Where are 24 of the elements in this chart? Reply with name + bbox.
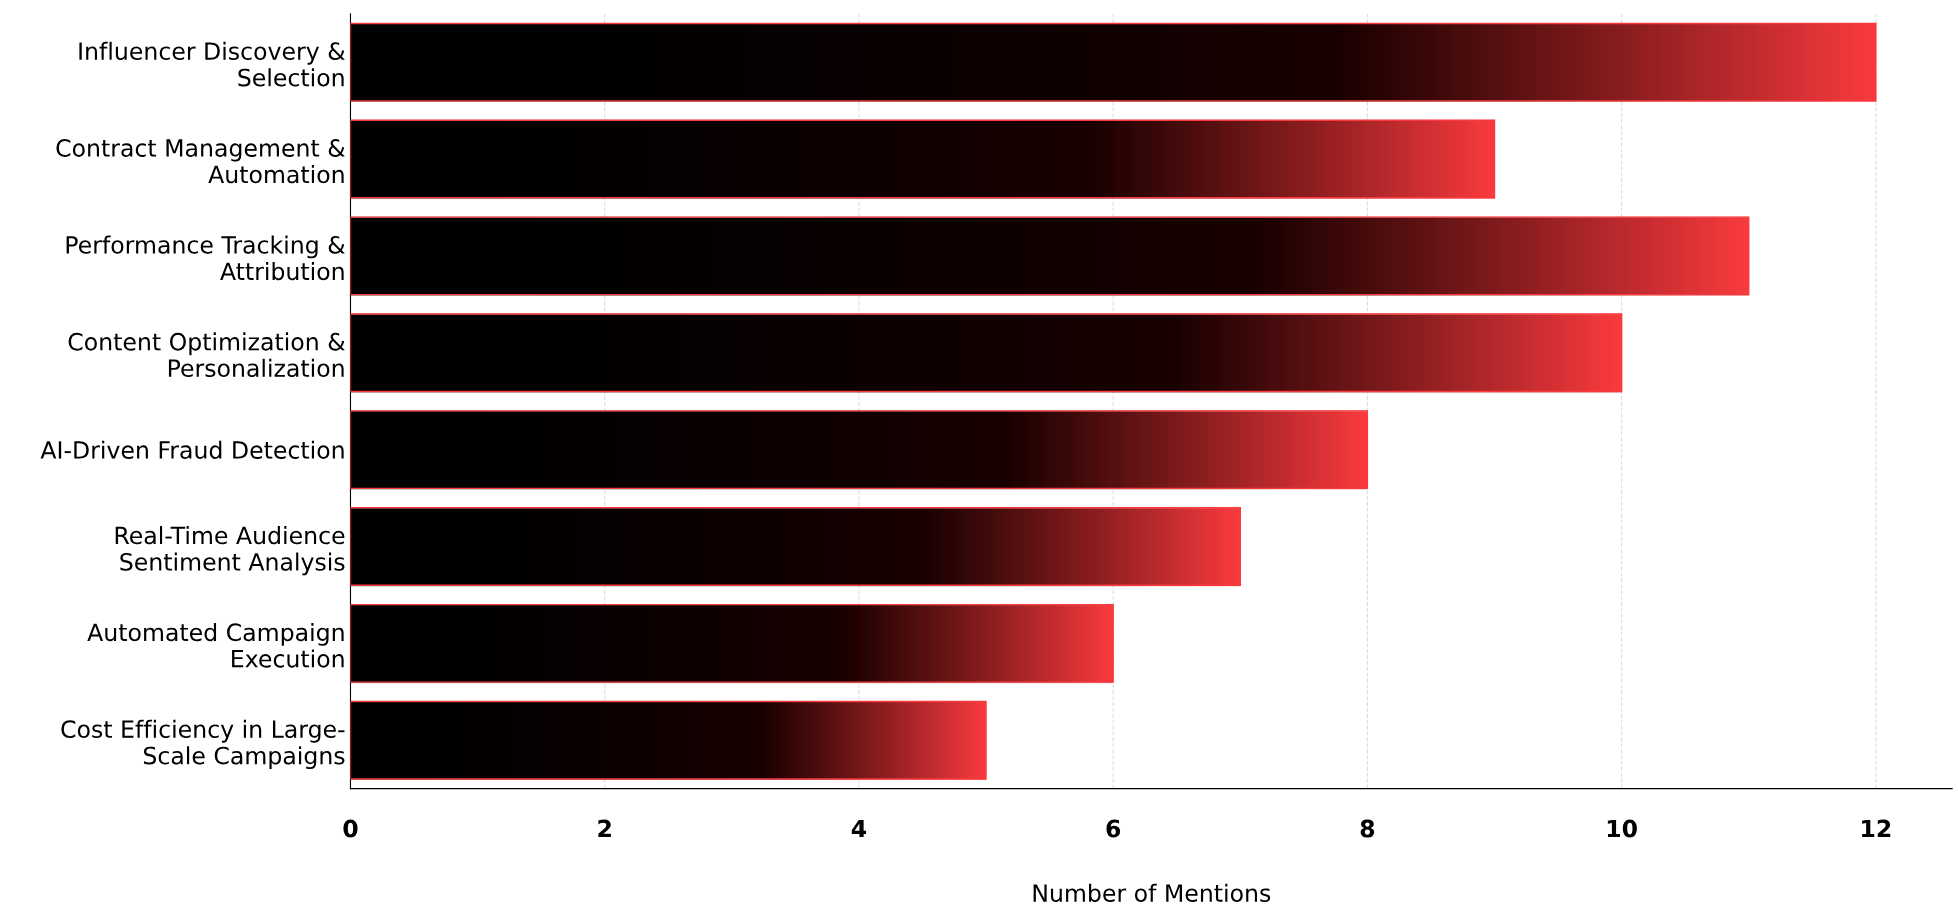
x-tick-label: 10 <box>1607 819 1637 838</box>
y-tick-label: AI-Driven Fraud Detection <box>40 440 344 459</box>
bar <box>350 507 1241 586</box>
bar <box>350 603 1114 683</box>
y-tick-label: Performance Tracking & Attribution <box>66 235 345 281</box>
x-tick-label: 4 <box>851 819 867 838</box>
bar <box>350 700 987 780</box>
y-tick-label: Contract Management & Automation <box>56 139 345 184</box>
y-tick-label: Content Optimization & Personalization <box>68 332 345 378</box>
bar <box>350 410 1369 490</box>
bar <box>350 119 1496 199</box>
x-tick-label: 12 <box>1862 819 1891 838</box>
y-tick-label: Cost Efficiency in Large- Scale Campaigns <box>61 719 345 770</box>
y-tick-label: Real-Time Audience Sentiment Analysis <box>115 526 345 576</box>
bar <box>350 216 1750 296</box>
x-tick-label: 6 <box>1106 819 1121 838</box>
x-tick-label: 8 <box>1360 819 1375 838</box>
x-tick-label: 2 <box>598 819 611 838</box>
bar <box>350 313 1623 393</box>
x-axis-title: Number of Mentions <box>1033 883 1271 902</box>
x-tick-label: 0 <box>343 819 358 838</box>
bar <box>350 22 1877 102</box>
y-tick-label: Automated Campaign Execution <box>87 622 344 668</box>
y-tick-label: Influencer Discovery & Selection <box>79 41 345 87</box>
